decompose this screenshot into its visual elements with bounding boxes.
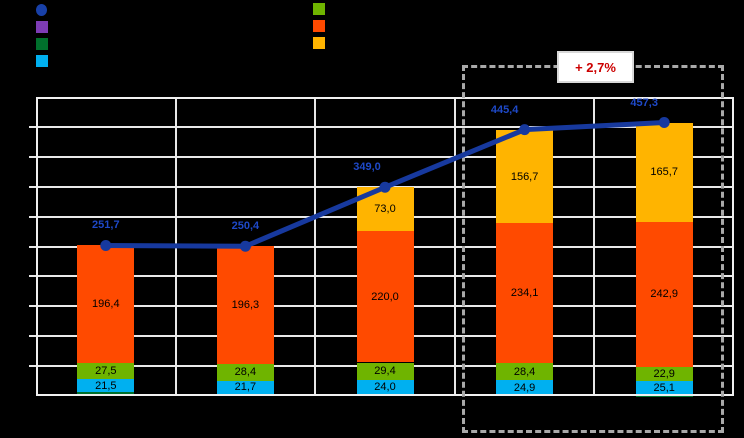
segment-value-label: 21,5 xyxy=(95,379,117,392)
legend-item-orange-red-series xyxy=(313,20,325,32)
yellow-orange-series-legend-marker-icon xyxy=(313,37,325,49)
bar-segment-cyan xyxy=(496,380,554,396)
segment-value-label: 234,1 xyxy=(510,287,539,300)
legend-right-column xyxy=(313,3,325,49)
segment-value-label: 22,9 xyxy=(653,367,675,380)
legend-item-purple-series xyxy=(36,21,48,33)
growth-annotation-text: + 2,7% xyxy=(575,59,616,75)
segment-value-label: 28,4 xyxy=(513,365,536,378)
bar-segment-light-green xyxy=(356,362,414,381)
bar-segment-light-green xyxy=(77,362,135,380)
bar-segment-cyan xyxy=(77,379,135,393)
vgrid-line xyxy=(314,97,317,396)
segment-value-label: 27,5 xyxy=(95,365,117,378)
highlight-box xyxy=(462,65,724,433)
purple-series-legend-marker-icon xyxy=(36,21,48,33)
growth-annotation: + 2,7% xyxy=(557,51,634,83)
legend-item-light-green-series xyxy=(313,3,325,15)
segment-value-label: 24,9 xyxy=(513,381,536,394)
segment-value-label: 21,7 xyxy=(234,381,257,394)
bar-segment-light-green xyxy=(496,363,554,381)
legend-item-cyan-series xyxy=(36,55,48,67)
total-value-label: 349,0 xyxy=(353,161,381,174)
total-value-label: 250,4 xyxy=(231,220,260,233)
total-value-label: 251,7 xyxy=(92,219,120,232)
bar-segment-cyan xyxy=(216,380,274,394)
segment-value-label: 25,1 xyxy=(653,382,675,395)
orange-red-series-legend-marker-icon xyxy=(313,20,325,32)
light-green-series-legend-marker-icon xyxy=(313,3,325,15)
vgrid-line xyxy=(174,97,177,396)
segment-value-label: 196,3 xyxy=(231,298,260,311)
legend-left-column xyxy=(36,4,48,67)
segment-value-label: 29,4 xyxy=(374,365,396,378)
total-line-series-legend-marker-icon xyxy=(36,4,47,16)
legend-item-yellow-orange-series xyxy=(313,37,325,49)
legend-item-total-line-series xyxy=(36,4,48,16)
bar-segment-cyan xyxy=(635,380,693,396)
cyan-series-legend-marker-icon xyxy=(36,55,48,67)
segment-value-label: 28,4 xyxy=(234,366,257,379)
bar-segment-dark-green-base xyxy=(356,394,414,396)
bar-segment-dark-green-base xyxy=(77,392,135,396)
bar-segment-dark-green-base xyxy=(216,393,274,396)
segment-value-label: 242,9 xyxy=(650,288,678,301)
segment-value-label: 220,0 xyxy=(371,290,399,303)
bar-segment-light-green xyxy=(635,366,693,381)
bar-segment-orange-red xyxy=(216,246,274,364)
total-value-label: 457,3 xyxy=(630,96,658,109)
legend-item-dark-green-series xyxy=(36,38,48,50)
total-value-label: 445,4 xyxy=(490,103,519,116)
bar-segment-orange-red xyxy=(356,230,414,363)
vgrid-line xyxy=(453,97,456,396)
bar-segment-cyan xyxy=(356,380,414,395)
segment-value-label: 73,0 xyxy=(374,203,396,216)
segment-value-label: 196,4 xyxy=(92,298,120,311)
bar-segment-orange-red xyxy=(77,245,135,363)
bar-segment-light-green xyxy=(216,363,274,381)
dark-green-series-legend-marker-icon xyxy=(36,38,48,50)
segment-value-label: 24,0 xyxy=(374,381,396,394)
